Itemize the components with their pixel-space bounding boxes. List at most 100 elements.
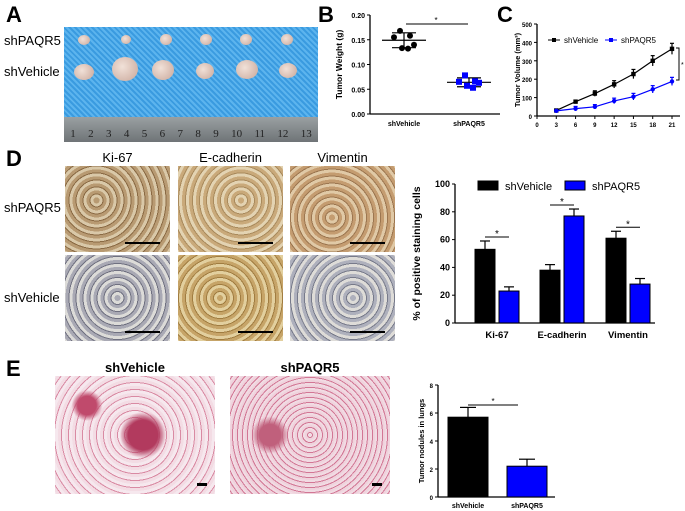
panel-label-a: A <box>6 2 22 27</box>
y-tick-label: 0 <box>529 115 533 121</box>
x-tick-label: shVehicle <box>388 121 420 128</box>
data-point <box>470 84 476 91</box>
y-tick-label: 0 <box>445 318 450 328</box>
y-tick-label: 0.20 <box>351 13 365 20</box>
row-label-shvehicle: shVehicle <box>4 64 60 79</box>
data-point <box>407 32 413 39</box>
bar <box>447 416 489 498</box>
y-tick-label: 500 <box>522 23 533 29</box>
y-tick-label: 4 <box>430 440 434 446</box>
data-point <box>669 46 675 52</box>
data-point <box>462 72 468 79</box>
x-tick-label: 15 <box>630 123 637 129</box>
ruler-mark: 12 <box>277 128 289 140</box>
bar <box>605 237 627 324</box>
panel-label-c: C <box>497 2 513 27</box>
ruler-mark: 8 <box>195 128 201 140</box>
data-point <box>611 98 617 104</box>
y-tick-label: 0.05 <box>351 87 365 94</box>
y-tick-label: 300 <box>522 60 533 66</box>
ruler-mark: 6 <box>159 128 166 140</box>
y-tick-label: 0 <box>430 496 434 502</box>
col-head-ki67: Ki-67 <box>102 150 133 165</box>
significance-marker: * <box>491 397 494 406</box>
x-tick-label: shPAQR5 <box>453 121 485 128</box>
data-point <box>573 99 578 104</box>
significance-marker: * <box>434 16 437 25</box>
x-tick-label: Vimentin <box>608 330 648 341</box>
y-axis-label: % of positive staining cells <box>411 186 423 320</box>
y-tick-label: 20 <box>440 290 450 300</box>
significance-marker: * <box>560 197 564 208</box>
ihc-image-vimentin-shpaqr5 <box>290 166 395 252</box>
data-point <box>472 78 478 85</box>
x-tick-label: E-cadherin <box>537 330 586 341</box>
x-tick-label: shPAQR5 <box>511 503 543 510</box>
significance-marker: * <box>495 229 499 240</box>
row-label-shpaqr5: shPAQR5 <box>4 200 61 215</box>
legend-swatch <box>477 180 499 191</box>
data-point <box>554 108 559 114</box>
ruler-mark: 13 <box>300 128 312 140</box>
x-tick-label: 18 <box>649 123 656 129</box>
y-tick-label: 400 <box>522 41 533 47</box>
x-tick-label: 21 <box>669 123 676 129</box>
y-tick-label: 2 <box>430 468 434 474</box>
col-head-vimentin: Vimentin <box>317 150 368 165</box>
data-point <box>650 87 655 92</box>
data-point <box>631 71 636 77</box>
legend-label: shPAQR5 <box>592 181 640 193</box>
panel-label-e: E <box>6 356 21 381</box>
y-tick-label: 60 <box>440 235 450 245</box>
data-point <box>573 106 578 111</box>
ruler-mark: 2 <box>88 128 94 140</box>
data-point <box>476 79 482 86</box>
x-tick-label: 9 <box>593 123 597 129</box>
data-point <box>592 104 598 110</box>
col-head-shvehicle: shVehicle <box>105 360 165 375</box>
ruler-mark: 3 <box>105 128 112 140</box>
bar <box>498 290 520 324</box>
x-tick-label: shVehicle <box>452 503 484 510</box>
x-tick-label: 6 <box>574 123 578 129</box>
data-point <box>631 94 636 99</box>
ruler-mark: 11 <box>254 128 266 140</box>
y-tick-label: 6 <box>430 412 434 418</box>
significance-bracket <box>676 47 680 81</box>
y-tick-label: 200 <box>522 78 533 84</box>
row-label-shvehicle: shVehicle <box>4 290 60 305</box>
ihc-image-vimentin-shvehicle <box>290 255 395 341</box>
ihc-image-ki67-shpaqr5 <box>65 166 170 252</box>
ruler-mark: 4 <box>123 128 130 140</box>
data-point <box>411 41 417 48</box>
ruler: 1 2 3 4 5 6 7 8 9 10 11 12 13 <box>64 117 318 142</box>
data-point <box>397 27 403 34</box>
data-point <box>464 82 470 89</box>
legend-label: shVehicle <box>505 181 552 193</box>
y-axis-label: Tumor nodules in lungs <box>417 399 426 483</box>
panel-label-d: D <box>6 146 22 171</box>
he-image-shpaqr5 <box>230 376 390 494</box>
x-tick-label: 12 <box>611 123 618 129</box>
bar <box>629 283 651 324</box>
ruler-mark: 1 <box>70 128 76 140</box>
ruler-mark: 7 <box>177 128 183 140</box>
legend-marker <box>552 38 556 42</box>
y-tick-label: 0.15 <box>351 38 365 45</box>
bar <box>539 269 561 324</box>
ruler-mark: 10 <box>231 128 243 140</box>
data-point <box>592 91 598 96</box>
data-point <box>399 45 405 52</box>
ihc-image-ecadherin-shvehicle <box>178 255 283 341</box>
data-point <box>669 79 675 84</box>
data-point <box>650 58 655 63</box>
y-axis-label: Tumor Volume (mm³) <box>513 32 522 107</box>
significance-marker: * <box>681 62 684 69</box>
col-head-ecadherin: E-cadherin <box>199 150 262 165</box>
he-image-shvehicle <box>55 376 215 494</box>
panel-label-b: B <box>318 2 334 27</box>
x-tick-label: 0 <box>535 123 539 129</box>
y-tick-label: 100 <box>435 179 450 189</box>
legend-label: shVehicle <box>564 36 599 45</box>
